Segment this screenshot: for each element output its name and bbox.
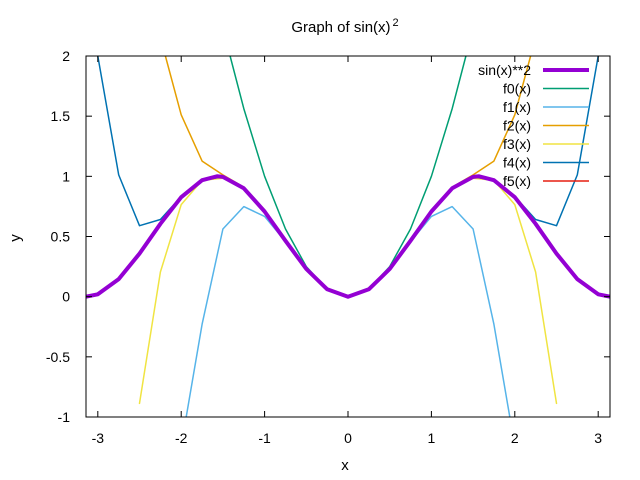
x-tick-label: 2 bbox=[511, 430, 519, 446]
y-tick-label: 2 bbox=[62, 48, 70, 64]
x-tick-label: 1 bbox=[427, 430, 435, 446]
legend-label: sin(x)**2 bbox=[478, 62, 531, 78]
x-axis: -3 -2 -1 0 1 2 3 bbox=[92, 56, 602, 446]
x-axis-label: x bbox=[341, 457, 349, 474]
x-tick-label: 3 bbox=[594, 430, 602, 446]
chart-title-superscript: 2 bbox=[393, 17, 399, 29]
y-tick-label: 0 bbox=[62, 289, 70, 305]
legend-label: f3(x) bbox=[503, 136, 531, 152]
legend-label: f0(x) bbox=[503, 81, 531, 97]
series-line-2 bbox=[185, 205, 511, 417]
legend: sin(x)**2 f0(x) f1(x) f2(x) f3(x) f4(x) f5(x) bbox=[478, 62, 589, 189]
x-tick-label: -2 bbox=[175, 430, 188, 446]
series-line-0 bbox=[86, 174, 610, 299]
y-tick-label: 1.5 bbox=[51, 108, 71, 124]
series-line-4 bbox=[138, 177, 558, 405]
y-tick-label: 0.5 bbox=[51, 229, 71, 245]
y-axis-label: y bbox=[7, 234, 24, 242]
legend-label: f4(x) bbox=[503, 155, 531, 171]
legend-label: f5(x) bbox=[503, 173, 531, 189]
x-tick-label: -1 bbox=[258, 430, 271, 446]
legend-label: f1(x) bbox=[503, 99, 531, 115]
series-layer bbox=[86, 56, 610, 417]
x-tick-label: -3 bbox=[92, 430, 105, 446]
y-tick-label: -0.5 bbox=[46, 349, 70, 365]
y-tick-label: -1 bbox=[58, 409, 71, 425]
plot-frame bbox=[85, 55, 611, 418]
chart-title: Graph of sin(x) 2 bbox=[291, 17, 398, 36]
y-tick-label: 1 bbox=[62, 168, 70, 184]
x-tick-label: 0 bbox=[344, 430, 352, 446]
y-axis: -1 -0.5 0 0.5 1 1.5 2 bbox=[46, 48, 610, 425]
legend-label: f2(x) bbox=[503, 118, 531, 134]
chart-title-main: Graph of sin(x) bbox=[291, 19, 390, 36]
series-line-1 bbox=[229, 56, 467, 298]
